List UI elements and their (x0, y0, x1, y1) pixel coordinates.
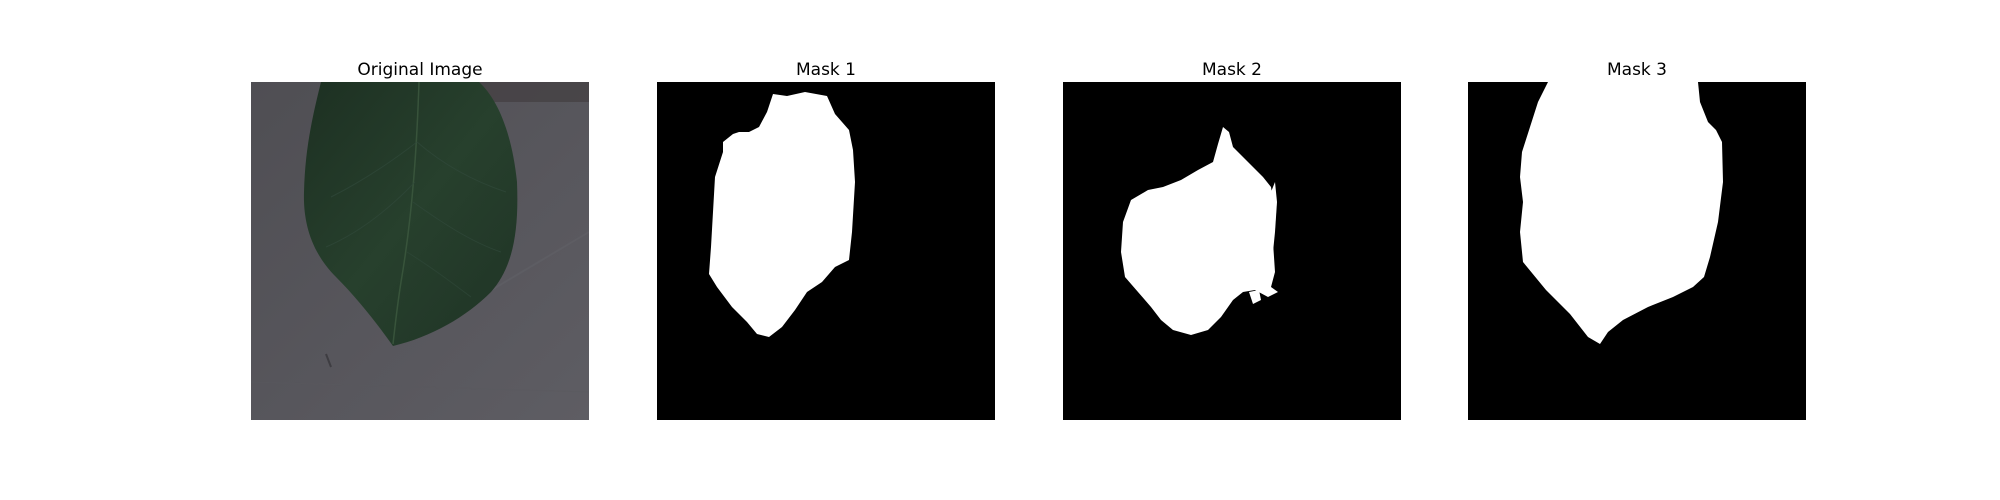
mask-3-panel: Mask 3 (1468, 58, 1806, 420)
mask-3-region (1520, 82, 1723, 344)
mask-3-image (1468, 82, 1806, 420)
mask-3-title: Mask 3 (1606, 60, 1667, 80)
mask-2-image (1063, 82, 1401, 420)
mask-1-image (657, 82, 995, 420)
original-image-title: Original Image (357, 60, 483, 80)
mask-2-panel: Mask 2 (1063, 58, 1401, 420)
mask-1-region (709, 92, 855, 337)
mask-2-region (1121, 127, 1278, 335)
original-image-panel: Original Image (251, 58, 589, 420)
mask-1-panel: Mask 1 (657, 58, 995, 420)
original-image (251, 82, 589, 420)
mask-2-title: Mask 2 (1201, 60, 1262, 80)
mask-1-title: Mask 1 (795, 60, 856, 80)
